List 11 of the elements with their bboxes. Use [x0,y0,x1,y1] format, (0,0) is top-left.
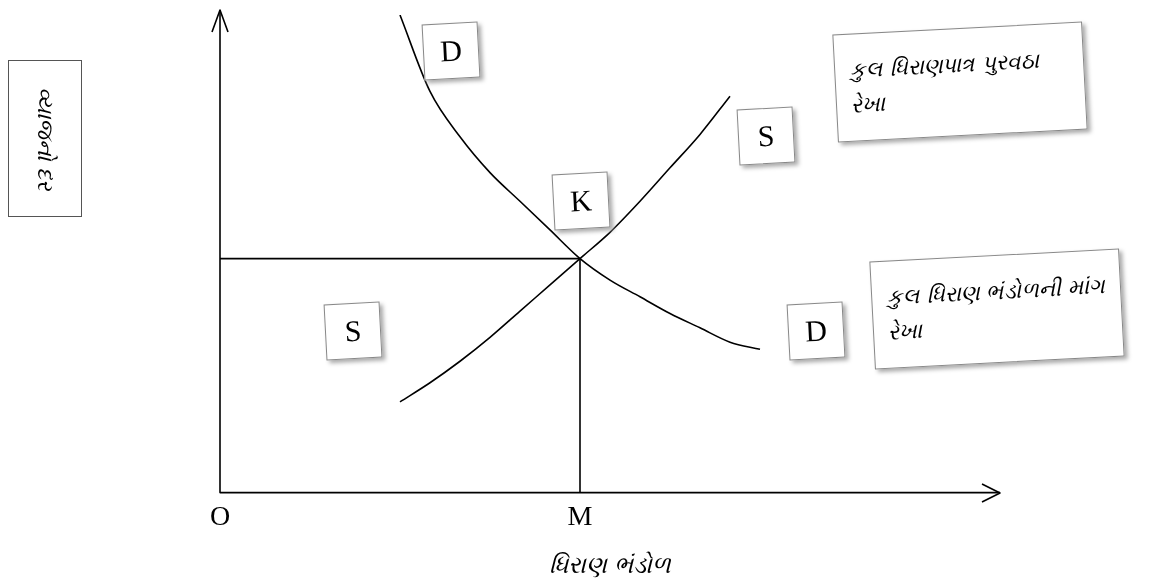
x-tick-label: M [567,499,593,531]
annotation: D [421,21,481,81]
x-tick-label: O [209,499,231,531]
annotation: S [736,106,796,166]
annotation: કુલ ધિરાણપાત્ર પુરવઠા રેખા [832,21,1088,143]
x-axis-title: ધિરાણ ભંડોળ [548,550,673,579]
annotation: S [323,301,383,361]
text: વ્યાજનો દર [32,86,58,191]
annotation: K [551,171,611,231]
annotation: D [786,301,846,361]
annotation: કુલ ધિરાણ ભંડોળની માંગ રેખા [869,248,1125,370]
